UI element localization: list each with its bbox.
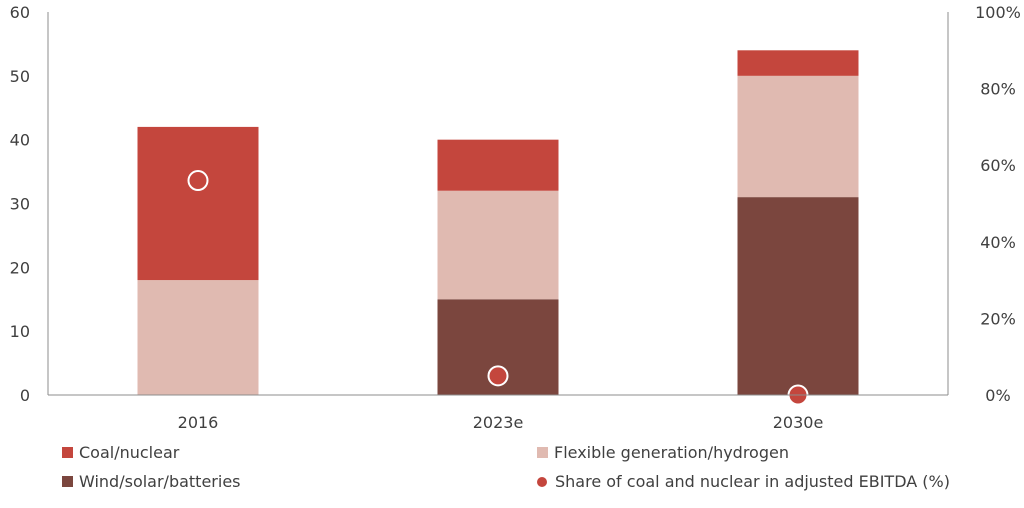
bar-segment xyxy=(137,126,259,281)
x-tick-label: 2023e xyxy=(473,413,524,432)
legend-label: Share of coal and nuclear in adjusted EB… xyxy=(555,472,950,491)
bar-segment xyxy=(137,280,259,395)
left-tick-label: 20 xyxy=(10,258,30,277)
x-tick-label: 2030e xyxy=(773,413,824,432)
left-tick-label: 10 xyxy=(10,322,30,341)
left-tick-label: 60 xyxy=(10,3,30,22)
legend-swatch xyxy=(537,447,548,458)
legend-item-flexible-generation: Flexible generation/hydrogen xyxy=(537,443,789,462)
right-tick-label: 60% xyxy=(980,156,1016,175)
legend-label: Coal/nuclear xyxy=(79,443,180,462)
bar-segment xyxy=(737,50,859,76)
left-tick-label: 0 xyxy=(20,386,30,405)
right-tick-label: 40% xyxy=(980,233,1016,252)
bar-segment xyxy=(437,190,559,300)
right-tick-label: 80% xyxy=(980,80,1016,99)
bar-group xyxy=(137,50,859,395)
legend-swatch xyxy=(62,476,73,487)
left-tick-label: 30 xyxy=(10,195,30,214)
share-marker xyxy=(187,170,209,192)
legend-item-coal-nuclear: Coal/nuclear xyxy=(62,443,179,462)
right-tick-label: 100% xyxy=(975,3,1021,22)
x-tick-label: 2016 xyxy=(178,413,219,432)
left-tick-label: 40 xyxy=(10,131,30,150)
axes xyxy=(47,12,949,396)
bar-segment xyxy=(737,197,859,395)
right-axis-ticks: 0% 20% 40% 60% 80% 100% xyxy=(975,3,1021,405)
bar-segment xyxy=(437,139,559,191)
legend-label: Wind/solar/batteries xyxy=(79,472,241,491)
x-axis-ticks: 2016 2023e 2030e xyxy=(178,413,824,432)
left-axis-ticks: 0 10 20 30 40 50 60 xyxy=(10,3,30,405)
legend-swatch xyxy=(62,447,73,458)
legend-marker xyxy=(537,476,547,487)
left-tick-label: 50 xyxy=(10,67,30,86)
bar-segment xyxy=(737,75,859,198)
legend-label: Flexible generation/hydrogen xyxy=(554,443,789,462)
right-tick-label: 0% xyxy=(985,386,1010,405)
right-tick-label: 20% xyxy=(980,309,1016,328)
share-marker xyxy=(487,365,509,387)
legend-item-wind-solar: Wind/solar/batteries xyxy=(62,472,241,491)
legend-item-share-coal-nuclear: Share of coal and nuclear in adjusted EB… xyxy=(537,472,950,491)
